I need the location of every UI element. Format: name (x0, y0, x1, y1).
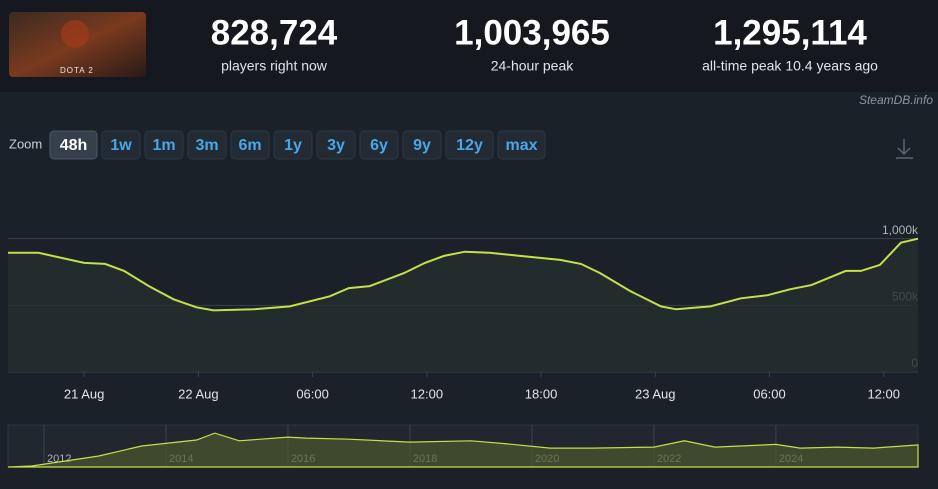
x-tick-label: 12:00 (867, 386, 900, 401)
zoom-button[interactable] (497, 130, 546, 160)
watermark: SteamDB.info (859, 93, 933, 107)
x-tick-label: 12:00 (411, 386, 444, 401)
y-tick-label: 1,000k (882, 223, 919, 237)
zoom-button[interactable] (316, 130, 356, 160)
zoom-button-label: 3m (195, 137, 218, 154)
zoom-button-label: 1m (152, 137, 175, 154)
zoom-button[interactable] (101, 130, 141, 160)
zoom-button[interactable] (402, 130, 442, 160)
zoom-label: Zoom (9, 136, 42, 151)
stat-label: players right now (221, 58, 328, 74)
logo-text: DOTA 2 (60, 66, 94, 75)
x-tick-label: 18:00 (525, 386, 558, 401)
logo-art (61, 20, 89, 48)
stat-value: 1,003,965 (454, 13, 610, 52)
stat-label: 24-hour peak (491, 58, 575, 74)
x-tick-label: 06:00 (753, 386, 786, 401)
line (8, 237, 919, 312)
x-tick-label: 06:00 (296, 386, 329, 401)
x-tick-label: 22 Aug (178, 386, 219, 401)
zoom-button-label: 48h (60, 137, 88, 154)
zoom-button[interactable] (187, 130, 227, 160)
zoom-button[interactable] (230, 130, 270, 160)
zoom-button-label: 6y (370, 137, 388, 154)
navigator-area (7, 432, 919, 468)
zoom-button[interactable] (445, 130, 494, 160)
x-tick-label: 21 Aug (64, 386, 105, 401)
download-icon[interactable] (896, 139, 913, 159)
zoom-button-label: 1w (110, 137, 132, 154)
zoom-button-label: 9y (413, 137, 431, 154)
zoom-button-label: max (505, 137, 537, 154)
zoom-button-label: 1y (284, 137, 302, 154)
zoom-button[interactable] (49, 130, 98, 160)
zoom-button-label: 12y (456, 137, 483, 154)
stat-value: 1,295,114 (713, 13, 867, 52)
header-band (0, 0, 938, 92)
x-tick-label: 23 Aug (635, 386, 676, 401)
zoom-button[interactable] (359, 130, 399, 160)
zoom-button[interactable] (144, 130, 184, 160)
zoom-button-label: 3y (327, 137, 345, 154)
stat-label: all-time peak 10.4 years ago (702, 58, 878, 74)
line-area (8, 238, 918, 372)
zoom-button-label: 6m (238, 137, 261, 154)
stat-value: 828,724 (211, 13, 338, 52)
zoom-button[interactable] (273, 130, 313, 160)
